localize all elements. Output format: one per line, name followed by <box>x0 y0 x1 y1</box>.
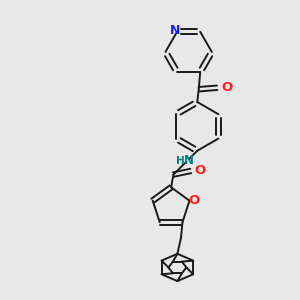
Text: N: N <box>184 154 194 167</box>
Text: O: O <box>221 81 232 94</box>
Text: O: O <box>189 194 200 207</box>
Text: N: N <box>169 24 180 37</box>
Text: H: H <box>176 156 185 166</box>
Text: O: O <box>195 164 206 178</box>
